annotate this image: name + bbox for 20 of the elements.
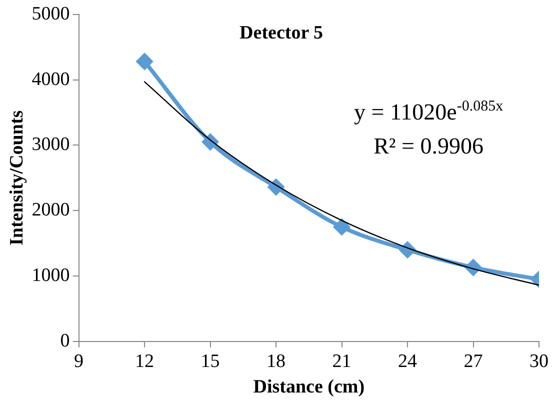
y-tick-label: 0: [60, 330, 70, 352]
chart-title: Detector 5: [240, 22, 324, 44]
y-axis-title: Intensity/Counts: [6, 110, 28, 246]
x-tick-label: 24: [398, 350, 418, 372]
y-tick-label: 4000: [32, 68, 70, 90]
y-tick-label: 3000: [32, 134, 70, 156]
point: [136, 53, 153, 70]
point: [334, 218, 350, 235]
annotation: R² = 0.9906: [374, 133, 484, 158]
x-tick-label: 12: [135, 350, 154, 372]
x-tick-label: 18: [266, 350, 286, 372]
x-tick-label: 30: [530, 350, 548, 372]
y-tick-label: 2000: [32, 200, 70, 221]
x-tick-label: 9: [74, 350, 84, 372]
x-tick-label: 27: [464, 350, 483, 372]
x-axis-title: Distance (cm): [253, 376, 365, 398]
x-tick-label: 21: [332, 350, 352, 372]
y-tick-label: 5000: [32, 3, 70, 24]
y-tick-label: 1000: [32, 264, 70, 286]
x-tick-label: 15: [200, 350, 220, 372]
